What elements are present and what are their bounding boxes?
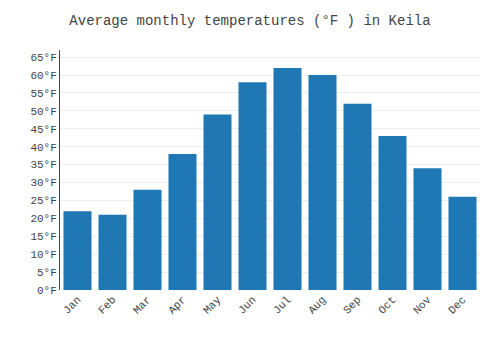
svg-text:5°F: 5°F [37, 267, 57, 279]
svg-text:Oct: Oct [376, 294, 398, 316]
svg-text:0°F: 0°F [37, 285, 57, 297]
svg-text:45°F: 45°F [30, 124, 56, 136]
svg-text:65°F: 65°F [30, 52, 56, 64]
svg-text:Average monthly temperatures (: Average monthly temperatures (°F ) in Ke… [69, 13, 430, 29]
svg-text:Dec: Dec [446, 294, 468, 316]
svg-text:20°F: 20°F [30, 213, 56, 225]
svg-text:Aug: Aug [306, 294, 328, 316]
svg-text:60°F: 60°F [30, 70, 56, 82]
svg-text:10°F: 10°F [30, 249, 56, 261]
svg-text:Apr: Apr [166, 294, 188, 316]
svg-text:May: May [201, 294, 224, 317]
svg-text:Jul: Jul [271, 294, 293, 316]
svg-text:25°F: 25°F [30, 195, 56, 207]
svg-text:Jan: Jan [61, 294, 83, 316]
svg-text:Feb: Feb [96, 294, 118, 316]
svg-text:15°F: 15°F [30, 231, 56, 243]
svg-text:Sep: Sep [341, 294, 363, 316]
svg-text:Nov: Nov [411, 294, 434, 317]
svg-text:40°F: 40°F [30, 142, 56, 154]
svg-text:35°F: 35°F [30, 159, 56, 171]
svg-text:55°F: 55°F [30, 88, 56, 100]
svg-text:Mar: Mar [131, 294, 153, 316]
svg-text:50°F: 50°F [30, 106, 56, 118]
svg-text:Jun: Jun [236, 294, 258, 316]
svg-text:30°F: 30°F [30, 177, 56, 189]
